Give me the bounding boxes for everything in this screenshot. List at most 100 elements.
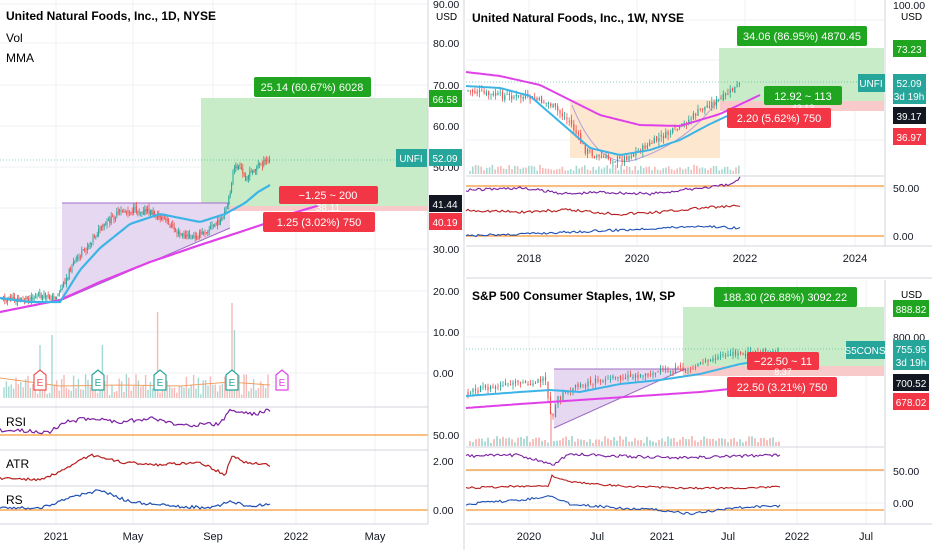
volume-bar (29, 387, 32, 398)
candle-body (616, 157, 619, 163)
candle-body (639, 374, 642, 377)
rs-line (465, 225, 741, 238)
price-tag-bg (893, 300, 929, 317)
volume-bar (245, 374, 248, 398)
candle-body (712, 358, 714, 362)
candle-body (669, 370, 672, 373)
stop-label[interactable]: 1.25 (3.02%) 750 (263, 212, 375, 232)
candle-body (489, 386, 492, 390)
stop-label-text: 2.20 (5.62%) 750 (737, 113, 821, 125)
top-right-chart[interactable]: 100.00 50.00 0.00 2018 2020 2022 2024 United … (465, 0, 932, 265)
volume-bar (120, 381, 123, 398)
symbol-tag[interactable]: S5CONS (844, 341, 886, 359)
price-tag-bg (893, 374, 929, 391)
candle-body (477, 390, 479, 393)
candle-body (704, 106, 706, 111)
stop-label[interactable]: 2.20 (5.62%) 750 (727, 108, 831, 128)
volume-bar (499, 438, 501, 446)
candle-body (699, 108, 701, 110)
target-label-bg (737, 26, 867, 46)
candle-body (163, 218, 165, 220)
volume-bar (712, 165, 715, 174)
price-tag-text: 755.95 (896, 345, 927, 356)
earnings-marker-label: E (157, 378, 164, 389)
volume-bar (519, 168, 522, 174)
earnings-marker: E (275, 369, 289, 391)
stop-label[interactable]: 22.50 (3.21%) 750 (727, 377, 837, 397)
candle-body (564, 116, 566, 118)
mid-label[interactable]: −22.50 ~ 11 8.37 (747, 352, 819, 377)
candle-body (239, 164, 241, 167)
volume-bar (535, 437, 537, 446)
volume-bar (149, 381, 152, 398)
candle-body (729, 354, 732, 356)
candle-body (200, 232, 202, 234)
candle-body (577, 132, 579, 135)
candle-body (264, 159, 266, 162)
candle-body (54, 297, 56, 300)
candle-body (225, 207, 227, 213)
volume-bar (511, 439, 513, 446)
candle-body (492, 386, 494, 388)
symbol-tag[interactable]: UNFI (396, 149, 427, 167)
target-label[interactable]: 34.06 (86.95%) 4870.45 (737, 26, 867, 46)
stop-zone (683, 366, 884, 376)
candle-body (597, 379, 599, 382)
symbol-tag[interactable]: UNFI (858, 74, 885, 92)
candle-body (15, 301, 17, 303)
candle-body (714, 358, 717, 360)
candle-body (622, 377, 624, 379)
candle-body (168, 220, 170, 223)
candle-body (9, 296, 11, 299)
earnings-marker: E (153, 369, 167, 391)
time-tick-label: 2018 (517, 253, 541, 265)
volume-bar (233, 330, 236, 398)
price-tick-label: 100.00 (893, 0, 925, 12)
candle-body (762, 349, 764, 353)
volume-bar (514, 442, 516, 446)
volume-bar (240, 394, 243, 398)
candle-body (138, 212, 140, 214)
mid-label[interactable]: −1.25 ~ 200 38.11 (279, 186, 378, 214)
candle-body (552, 413, 554, 417)
volume-bar (620, 164, 622, 174)
candle-body (504, 383, 507, 386)
candle-body (250, 171, 252, 173)
candle-body (537, 379, 539, 383)
target-label[interactable]: 25.14 (60.67%) 6028 (254, 77, 371, 97)
candle-body (679, 365, 682, 368)
candle-body (629, 374, 632, 377)
volume-bar (58, 390, 60, 398)
volume-bars (3, 303, 269, 398)
volume-bar (125, 374, 128, 398)
volume-bar (231, 303, 233, 398)
candle-body (568, 120, 570, 122)
earnings-marker-label: E (95, 378, 102, 389)
target-label[interactable]: 188.30 (26.88%) 3092.22 (714, 287, 857, 307)
candle-body (646, 145, 648, 148)
price-tick-label: 70.00 (433, 80, 459, 92)
volume-bar (668, 166, 670, 174)
candle-body (474, 388, 477, 391)
price-tag-last: 755.95 3d 19h (893, 340, 929, 370)
time-tick-label: Jul (721, 531, 735, 543)
candle-body (542, 377, 544, 382)
candle-body (552, 103, 554, 108)
volume-bar (166, 380, 168, 398)
time-tick-label: 2021 (44, 531, 68, 543)
candle-body (478, 90, 481, 92)
volume-bar (197, 377, 200, 398)
candle-body (656, 136, 658, 141)
volume-bar (559, 440, 561, 446)
volume-bar (589, 439, 591, 446)
volume-bar (662, 168, 664, 174)
candle-body (121, 211, 123, 213)
volume-bar (128, 377, 130, 398)
volume-bar (729, 169, 732, 174)
volume-bar (556, 440, 558, 446)
candle-body (78, 256, 80, 260)
